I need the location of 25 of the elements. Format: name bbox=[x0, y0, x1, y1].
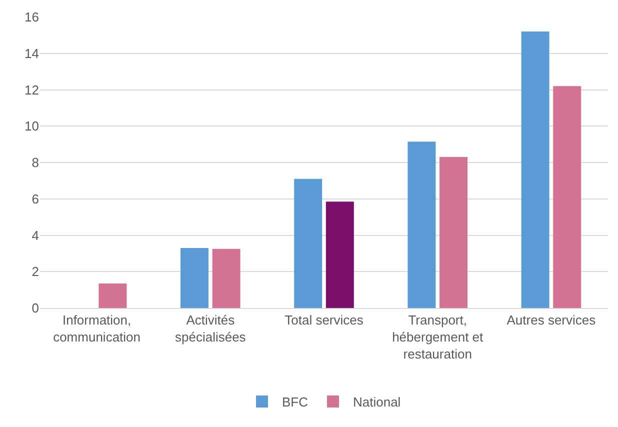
y-tick-label: 12 bbox=[24, 82, 39, 98]
y-tick-label: 0 bbox=[32, 300, 39, 316]
x-tick-label: Activités spécialisées bbox=[174, 312, 246, 344]
bar bbox=[326, 202, 354, 308]
bar bbox=[408, 142, 436, 308]
x-tick-label: Total services bbox=[284, 312, 364, 328]
bar bbox=[98, 283, 127, 308]
x-tick-label: Autres services bbox=[506, 312, 596, 328]
bar bbox=[180, 248, 208, 308]
y-tick-label: 10 bbox=[24, 118, 39, 134]
bar bbox=[212, 248, 240, 308]
x-tick-label: Transport, hébergement et restauration bbox=[392, 312, 484, 362]
bar bbox=[294, 178, 322, 308]
y-tick-label: 8 bbox=[32, 155, 39, 170]
y-tick-label: 16 bbox=[24, 10, 39, 25]
bar bbox=[553, 86, 582, 308]
y-tick-label: 6 bbox=[32, 191, 39, 206]
bar bbox=[440, 157, 468, 308]
bar bbox=[521, 32, 550, 308]
y-tick-label: 14 bbox=[24, 46, 39, 61]
y-tick-label: 4 bbox=[32, 228, 39, 243]
x-tick-label: Information, communication bbox=[53, 312, 141, 344]
y-tick-label: 2 bbox=[32, 264, 39, 280]
legend-label: BFC bbox=[282, 394, 308, 410]
legend-label: National bbox=[353, 394, 401, 410]
